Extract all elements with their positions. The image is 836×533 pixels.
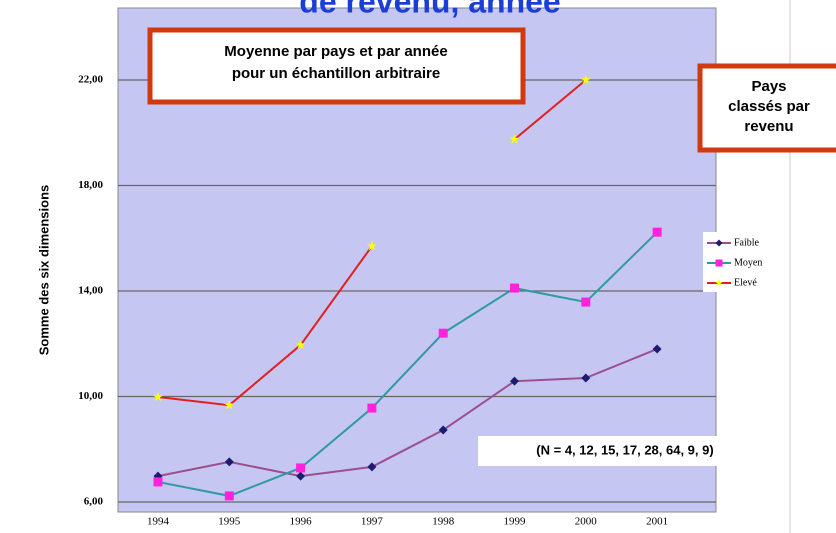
annotation: pour un échantillon arbitraire — [232, 65, 440, 82]
annotation-box — [697, 63, 836, 153]
marker — [715, 259, 723, 267]
y-tick-label: 18,00 — [78, 179, 103, 191]
marker — [366, 240, 377, 251]
marker — [152, 391, 164, 402]
series — [152, 74, 662, 501]
marker — [224, 457, 234, 467]
marker — [581, 297, 591, 307]
marker — [580, 74, 591, 85]
marker — [296, 471, 306, 481]
series-line — [157, 79, 587, 407]
marker — [438, 328, 448, 338]
y-tick-label: 10,00 — [78, 390, 103, 402]
marker — [652, 344, 662, 354]
marker — [652, 227, 662, 237]
chart-title: de revenu, année — [299, 0, 560, 19]
y-tick-label: 14,00 — [78, 285, 103, 297]
x-tick-label: 1995 — [218, 516, 241, 528]
annotation: Pays — [751, 78, 786, 95]
marker — [509, 133, 520, 144]
annotation: Moyenne par pays et par année — [224, 43, 447, 60]
annotation: revenu — [744, 118, 793, 135]
series-line — [157, 348, 658, 478]
y-tick-label: 6,00 — [84, 496, 104, 508]
marker — [438, 425, 448, 435]
marker — [510, 283, 519, 293]
series-line — [157, 231, 658, 497]
legend: Faible Moyen Elevé — [703, 232, 781, 292]
marker — [153, 477, 163, 487]
marker — [581, 373, 591, 383]
annotation: (N = 4, 12, 15, 17, 28, 64, 9, 9) — [536, 442, 713, 457]
marker — [367, 403, 377, 413]
marker — [224, 491, 234, 501]
x-tick-label: 1996 — [290, 516, 313, 528]
marker — [715, 278, 723, 287]
marker — [367, 462, 377, 472]
marker — [715, 239, 723, 247]
marker — [510, 376, 519, 386]
legend-label: Faible — [734, 237, 760, 248]
legend-label: Elevé — [734, 277, 757, 288]
annotation-box — [478, 436, 772, 466]
x-tick-label: 1997 — [361, 516, 384, 528]
x-tick-label: 2001 — [646, 516, 668, 528]
marker — [224, 399, 235, 410]
y-axis-label: Somme des six dimensions — [36, 185, 51, 356]
x-tick-label: 1999 — [504, 516, 527, 528]
annotation: classés par — [728, 98, 810, 115]
marker — [295, 339, 306, 350]
x-tick-label: 2000 — [575, 516, 598, 528]
y-tick-label: 22,00 — [78, 74, 103, 86]
annotation-box — [147, 27, 526, 105]
x-tick-label: 1998 — [432, 516, 455, 528]
legend-label: Moyen — [734, 257, 762, 268]
x-tick-label: 1994 — [147, 516, 170, 528]
marker — [296, 463, 306, 473]
